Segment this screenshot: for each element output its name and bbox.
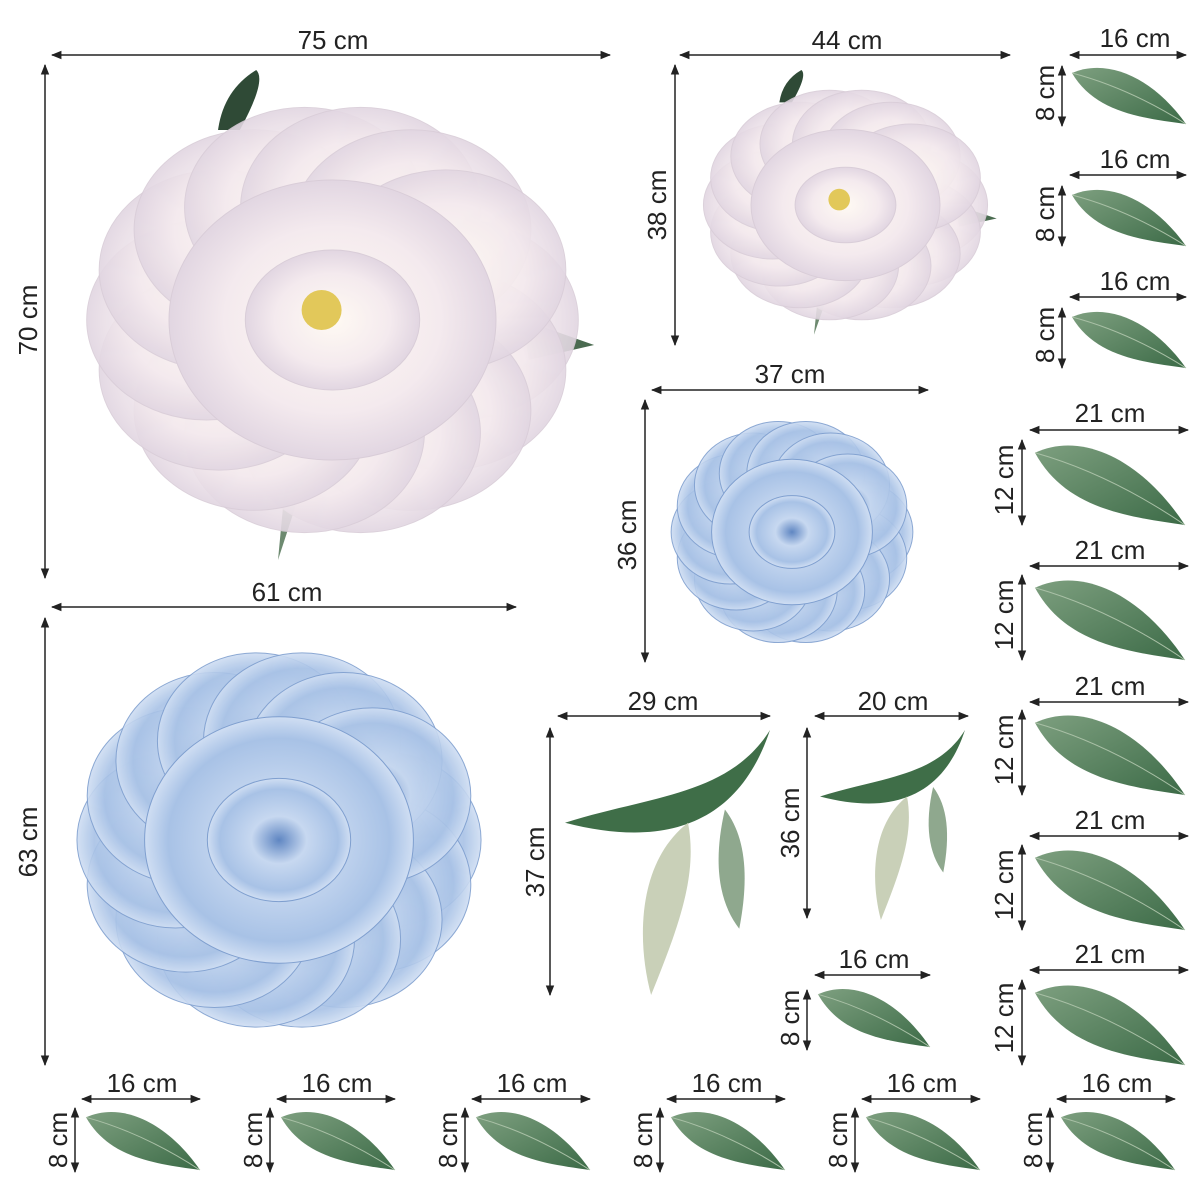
right-small-leaf-3-height-label: 8 cm <box>1030 306 1060 364</box>
bottom-small-leaf-4-height-label: 8 cm <box>628 1111 658 1169</box>
bottom-small-leaf-5-height-label: 8 cm <box>823 1111 853 1169</box>
large-leaf-branch-width-label: 29 cm <box>627 686 699 716</box>
right-medium-leaf-3-height-label: 12 cm <box>989 714 1019 786</box>
right-small-leaf-3-width-label: 16 cm <box>1099 266 1171 296</box>
small-leaf-width-label: 16 cm <box>838 944 910 974</box>
right-small-leaf-1-height-label: 8 cm <box>1030 64 1060 122</box>
large-blue-peony-height-label: 63 cm <box>13 806 43 878</box>
bottom-small-leaf-2-width-label: 16 cm <box>301 1068 373 1098</box>
right-medium-leaf-5-height-label: 12 cm <box>989 982 1019 1054</box>
right-medium-leaf-2-height-label: 12 cm <box>989 579 1019 651</box>
right-medium-leaf-5-leaf-image <box>1034 985 1186 1066</box>
large-blue-peony-width-label: 61 cm <box>251 577 323 607</box>
small-leaf-leaf-image <box>817 988 931 1048</box>
bottom-small-leaf-6-width-label: 16 cm <box>1081 1068 1153 1098</box>
right-small-leaf-2-width-label: 16 cm <box>1099 144 1171 174</box>
large-white-peony-white-peony-image <box>86 70 595 560</box>
medium-blue-peony-width-label: 37 cm <box>754 359 826 389</box>
bottom-small-leaf-2-height-label: 8 cm <box>238 1111 268 1169</box>
medium-blue-peony-blue-peony-image <box>670 420 914 644</box>
large-leaf-branch-height-label: 37 cm <box>520 826 550 898</box>
small-white-peony-width-label: 44 cm <box>811 25 883 55</box>
small-leaf-branch-branch-image <box>820 730 965 920</box>
bottom-small-leaf-5-leaf-image <box>865 1111 981 1171</box>
bottom-small-leaf-1-width-label: 16 cm <box>106 1068 178 1098</box>
bottom-small-leaf-2-leaf-image <box>280 1111 396 1171</box>
bottom-small-leaf-1-leaf-image <box>85 1111 201 1171</box>
right-medium-leaf-5-width-label: 21 cm <box>1074 939 1146 969</box>
bottom-small-leaf-3-width-label: 16 cm <box>496 1068 568 1098</box>
right-small-leaf-1-width-label: 16 cm <box>1099 23 1171 53</box>
right-medium-leaf-3-leaf-image <box>1034 715 1186 796</box>
bottom-small-leaf-4-leaf-image <box>670 1111 786 1171</box>
right-small-leaf-2-height-label: 8 cm <box>1030 185 1060 243</box>
large-leaf-branch-branch-image <box>565 730 770 995</box>
right-medium-leaf-3-width-label: 21 cm <box>1074 671 1146 701</box>
right-small-leaf-3-leaf-image <box>1071 311 1187 369</box>
bottom-small-leaf-6-height-label: 8 cm <box>1018 1111 1048 1169</box>
large-blue-peony-blue-peony-image <box>76 652 482 1028</box>
bottom-small-leaf-3-height-label: 8 cm <box>433 1111 463 1169</box>
right-small-leaf-2-leaf-image <box>1071 189 1187 247</box>
medium-blue-peony-height-label: 36 cm <box>612 499 642 571</box>
right-medium-leaf-1-leaf-image <box>1034 445 1186 526</box>
small-leaf-height-label: 8 cm <box>775 989 805 1047</box>
small-leaf-branch-width-label: 20 cm <box>857 686 929 716</box>
bottom-small-leaf-3-leaf-image <box>475 1111 591 1171</box>
right-medium-leaf-4-width-label: 21 cm <box>1074 805 1146 835</box>
right-medium-leaf-4-leaf-image <box>1034 850 1186 931</box>
bottom-small-leaf-4-width-label: 16 cm <box>691 1068 763 1098</box>
large-white-peony-width-label: 75 cm <box>297 25 369 55</box>
right-medium-leaf-2-width-label: 21 cm <box>1074 535 1146 565</box>
right-medium-leaf-2-leaf-image <box>1034 580 1186 661</box>
right-small-leaf-1-leaf-image <box>1071 67 1187 125</box>
small-white-peony-height-label: 38 cm <box>642 169 672 241</box>
right-medium-leaf-4-height-label: 12 cm <box>989 849 1019 921</box>
bottom-small-leaf-6-leaf-image <box>1060 1111 1176 1171</box>
small-leaf-branch-height-label: 36 cm <box>775 787 805 859</box>
small-white-peony-white-peony-image <box>702 70 997 335</box>
bottom-small-leaf-1-height-label: 8 cm <box>43 1111 73 1169</box>
bottom-small-leaf-5-width-label: 16 cm <box>886 1068 958 1098</box>
right-medium-leaf-1-height-label: 12 cm <box>989 444 1019 516</box>
right-medium-leaf-1-width-label: 21 cm <box>1074 398 1146 428</box>
large-white-peony-height-label: 70 cm <box>13 284 43 356</box>
